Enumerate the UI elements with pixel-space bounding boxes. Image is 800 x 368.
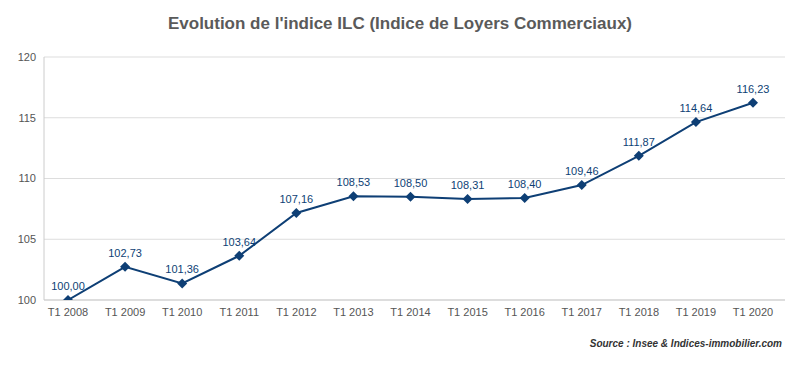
svg-text:T1 2019: T1 2019 [676, 306, 716, 318]
svg-text:108,40: 108,40 [508, 178, 542, 190]
svg-text:105: 105 [18, 233, 36, 245]
svg-text:T1 2012: T1 2012 [276, 306, 316, 318]
svg-text:100,00: 100,00 [51, 280, 85, 292]
svg-text:102,73: 102,73 [108, 247, 142, 259]
svg-text:T1 2009: T1 2009 [105, 306, 145, 318]
svg-text:111,87: 111,87 [623, 136, 655, 148]
html-text:Evolution de l'indice ILC (Ind: Evolution de l'indice ILC (Indice de Loy… [168, 14, 632, 33]
svg-text:108,50: 108,50 [394, 177, 428, 189]
svg-text:107,16: 107,16 [280, 193, 314, 205]
svg-text:T1 2010: T1 2010 [162, 306, 202, 318]
svg-text:T1 2015: T1 2015 [447, 306, 487, 318]
html-text:Source : Insee & Indices-immob: Source : Insee & Indices-immobilier.com [589, 338, 782, 349]
svg-text:T1 2013: T1 2013 [333, 306, 373, 318]
svg-text:115: 115 [18, 112, 36, 124]
svg-text:T1 2014: T1 2014 [390, 306, 430, 318]
svg-text:120: 120 [18, 51, 36, 63]
svg-text:108,31: 108,31 [451, 179, 485, 191]
svg-text:100: 100 [18, 294, 36, 306]
svg-text:T1 2011: T1 2011 [219, 306, 259, 318]
svg-text:T1 2008: T1 2008 [48, 306, 88, 318]
svg-text:110: 110 [18, 172, 36, 184]
svg-text:T1 2018: T1 2018 [619, 306, 659, 318]
svg-text:T1 2020: T1 2020 [733, 306, 773, 318]
svg-text:103,64: 103,64 [222, 236, 256, 248]
svg-text:114,64: 114,64 [680, 102, 713, 114]
svg-text:116,23: 116,23 [737, 83, 770, 95]
svg-text:109,46: 109,46 [565, 165, 599, 177]
svg-text:T1 2016: T1 2016 [504, 306, 544, 318]
svg-text:101,36: 101,36 [165, 263, 199, 275]
svg-text:T1 2017: T1 2017 [562, 306, 602, 318]
svg-text:108,53: 108,53 [337, 176, 371, 188]
